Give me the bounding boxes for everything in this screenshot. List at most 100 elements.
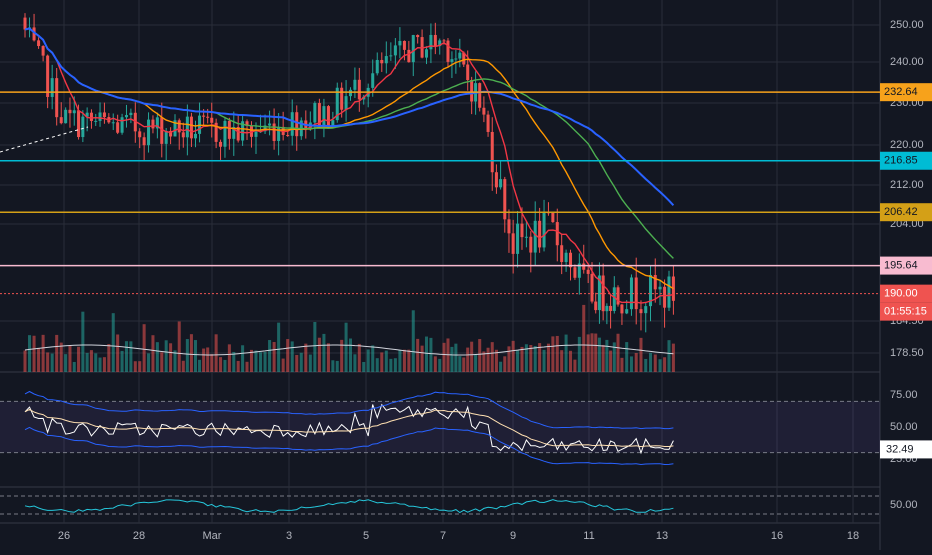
candle-up	[629, 277, 633, 310]
volume-bar	[486, 347, 490, 372]
price-level-badge	[880, 151, 932, 170]
volume-bar	[375, 358, 379, 372]
candle-down	[59, 117, 63, 124]
volume-bar	[206, 347, 210, 372]
volume-bar	[620, 357, 624, 372]
volume-bar	[411, 310, 415, 372]
candle-down	[214, 122, 218, 142]
candle-up	[371, 73, 375, 88]
candle-down	[138, 131, 142, 138]
price-level-badge	[880, 256, 932, 275]
candle-down	[601, 275, 605, 312]
candle-down	[490, 131, 494, 173]
volume-bar	[560, 350, 564, 372]
volume-bar	[454, 343, 458, 372]
candle-up	[344, 96, 348, 110]
x-tick-label: 18	[847, 530, 859, 542]
candle-up	[424, 49, 429, 58]
volume-bar	[511, 340, 515, 372]
volume-bar	[442, 342, 446, 372]
candle-up	[223, 120, 227, 147]
volume-bar	[478, 339, 482, 372]
candle-down	[326, 106, 330, 127]
candle-up	[389, 55, 393, 57]
countdown-label: 01:55:15	[884, 306, 927, 318]
candle-up	[331, 120, 335, 127]
candle-down	[46, 55, 50, 97]
candle-down	[189, 116, 193, 139]
volume-bar	[663, 357, 667, 372]
candle-up	[499, 179, 503, 188]
volume-bar	[625, 342, 629, 372]
volume-bar	[185, 339, 189, 372]
volume-bar	[573, 359, 577, 372]
volume-bar	[335, 360, 339, 372]
candle-down	[560, 245, 564, 263]
x-tick-label: Mar	[203, 530, 222, 542]
volume-bar	[41, 334, 45, 372]
candle-up	[353, 79, 357, 90]
volume-bar	[590, 333, 594, 372]
oscillator-line	[24, 499, 674, 514]
candle-down	[620, 304, 624, 314]
volume-bar	[474, 354, 478, 372]
volume-bar	[50, 353, 54, 372]
candle-down	[41, 46, 45, 56]
volume-bar	[147, 353, 151, 372]
candle-up	[290, 112, 294, 136]
candle-down	[466, 64, 470, 81]
price-tick-label: 178.50	[890, 347, 924, 359]
candle-down	[55, 78, 59, 118]
candle-up	[335, 87, 339, 121]
volume-bar	[219, 357, 223, 372]
volume-bar	[155, 342, 159, 372]
volume-bar	[524, 344, 528, 372]
x-tick-label: 16	[771, 530, 783, 542]
candle-down	[573, 267, 577, 278]
candle-up	[533, 220, 537, 253]
volume-bar	[85, 352, 89, 372]
volume-bar	[249, 349, 253, 372]
candle-down	[236, 127, 240, 141]
candle-up	[524, 236, 528, 238]
candle-down	[478, 83, 482, 108]
candle-down	[249, 125, 253, 137]
volume-bar	[272, 342, 276, 372]
price-level-label: 216.85	[884, 155, 918, 167]
candle-up	[147, 119, 151, 146]
volume-bar	[277, 322, 281, 372]
candle-down	[151, 119, 155, 129]
volume-bar	[555, 335, 559, 372]
candle-up	[384, 56, 388, 64]
candle-up	[564, 252, 568, 263]
candle-up	[644, 306, 648, 314]
volume-bar	[263, 351, 267, 372]
rsi-bollinger-lower	[24, 426, 674, 466]
volume-ma-line	[24, 344, 674, 356]
candle-up	[277, 126, 281, 141]
volume-bar	[23, 350, 27, 372]
x-tick-label: 9	[510, 530, 516, 542]
volume-bar	[169, 343, 173, 372]
volume-bar	[380, 352, 384, 372]
candle-down	[594, 301, 598, 311]
volume-bar	[546, 343, 550, 372]
volume-bar	[317, 337, 321, 372]
candle-down	[538, 220, 542, 248]
volume-bar	[499, 361, 503, 372]
candle-down	[142, 137, 146, 146]
volume-bar	[164, 340, 168, 372]
candle-up	[429, 34, 433, 50]
volume-bar	[138, 361, 142, 372]
volume-bar	[503, 356, 507, 372]
volume-bar	[72, 361, 76, 372]
volume-bar	[446, 338, 450, 372]
candle-down	[202, 115, 206, 117]
candle-up	[398, 40, 402, 46]
x-tick-label: 3	[286, 530, 292, 542]
candle-down	[616, 287, 620, 305]
candle-down	[639, 309, 643, 314]
volume-bar	[124, 341, 128, 372]
